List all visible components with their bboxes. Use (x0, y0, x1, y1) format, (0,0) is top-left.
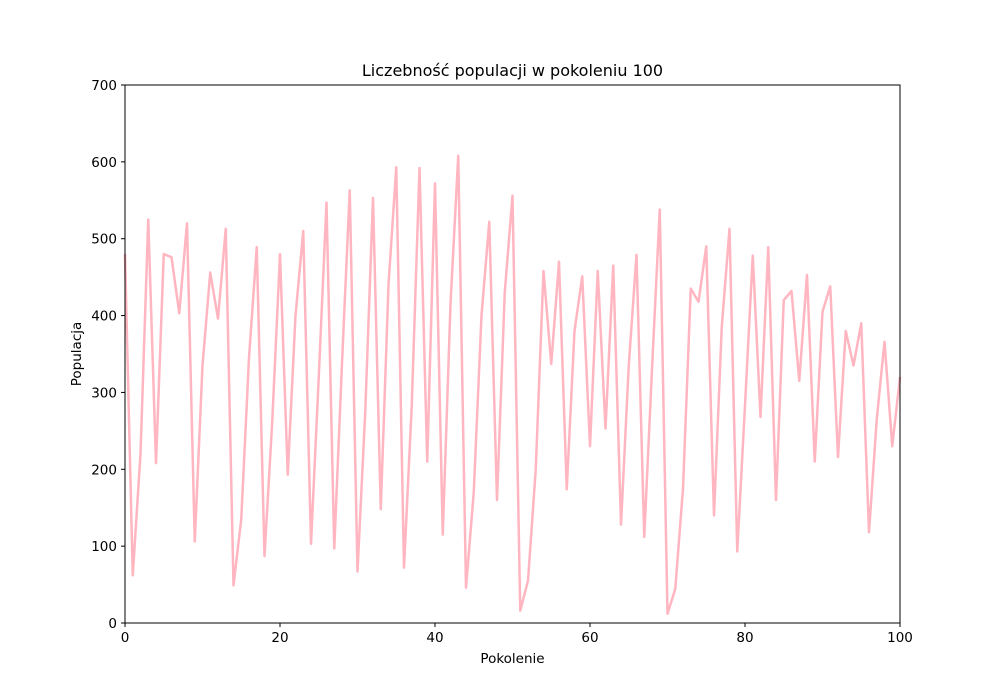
x-tick-label: 80 (736, 630, 753, 646)
y-tick-label: 500 (91, 232, 117, 248)
x-tick-label: 100 (887, 630, 913, 646)
y-tick-label: 400 (91, 309, 117, 325)
x-tick-label: 40 (426, 630, 443, 646)
y-tick-label: 300 (91, 385, 117, 401)
x-tick-label: 20 (271, 630, 288, 646)
y-tick-label: 200 (91, 462, 117, 478)
y-tick-label: 600 (91, 155, 117, 171)
population-series-line (123, 154, 902, 616)
y-tick-label: 100 (91, 539, 117, 555)
x-tick-label: 0 (121, 630, 130, 646)
y-tick-label: 700 (91, 78, 117, 94)
x-tick-label: 60 (581, 630, 598, 646)
y-axis-title: Populacja (69, 322, 85, 387)
plot-area (123, 154, 902, 616)
x-axis-title: Pokolenie (480, 651, 544, 667)
plot-frame (124, 84, 901, 624)
y-tick-label: 0 (108, 616, 117, 632)
axis-ticks: 0 20 40 60 80 100 0 100 200 300 400 500 600 700 (91, 78, 913, 646)
chart-title: Liczebność populacji w pokoleniu 100 (362, 61, 663, 80)
